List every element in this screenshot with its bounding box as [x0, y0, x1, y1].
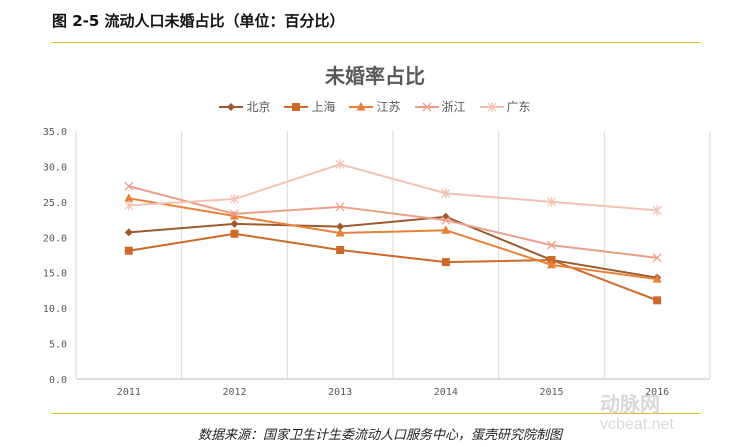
- legend-swatch: [414, 102, 439, 111]
- x-tick-label: 2012: [222, 387, 246, 398]
- data-point: [441, 258, 450, 267]
- source-note: 数据来源：国家卫生计生委流动人口服务中心，蛋壳研究院制图: [198, 428, 563, 443]
- data-point: [335, 228, 345, 237]
- data-point: [124, 228, 133, 237]
- chart-title: 未婚率占比: [325, 64, 425, 88]
- data-point: [652, 253, 662, 263]
- data-point: [230, 219, 239, 228]
- y-tick-label: 15.0: [43, 269, 67, 280]
- watermark-site: vcbeat.net: [600, 416, 674, 433]
- data-point: [652, 274, 662, 283]
- legend-item: 江苏: [349, 98, 401, 115]
- y-tick-label: 20.0: [43, 233, 67, 244]
- data-point: [124, 246, 133, 255]
- legend-label: 浙江: [441, 100, 466, 114]
- x-tick-label: 2013: [328, 387, 352, 398]
- legend-item: 浙江: [414, 98, 466, 115]
- bottom-divider: [52, 413, 700, 414]
- legend-swatch: [284, 102, 309, 111]
- legend-label: 广东: [506, 100, 531, 114]
- legend-label: 上海: [311, 100, 336, 114]
- legend-marker: [227, 102, 236, 111]
- data-point: [335, 159, 345, 170]
- x-tick-label: 2016: [645, 387, 669, 398]
- y-tick-label: 0.0: [49, 375, 67, 386]
- x-tick-label: 2015: [539, 387, 563, 398]
- data-point: [547, 240, 556, 250]
- data-point: [124, 200, 134, 211]
- y-tick-label: 30.0: [43, 162, 67, 173]
- data-point: [230, 211, 239, 220]
- legend-label: 北京: [246, 100, 271, 114]
- y-tick-label: 35.0: [43, 127, 67, 138]
- x-tick-label: 2014: [434, 387, 458, 398]
- data-point: [230, 229, 239, 238]
- figure-title: 图 2-5 流动人口未婚占比（单位：百分比）: [52, 12, 345, 30]
- data-point: [335, 202, 345, 212]
- watermark-brand: 动脉网: [600, 394, 660, 416]
- data-point: [441, 188, 451, 199]
- data-point: [230, 209, 239, 219]
- data-point: [336, 246, 345, 255]
- series-line-浙江: [128, 185, 658, 259]
- series-line-北京: [128, 215, 658, 279]
- series-line-江苏: [128, 197, 658, 281]
- legend-item: 上海: [284, 98, 335, 115]
- data-point: [547, 259, 556, 269]
- data-point: [124, 181, 134, 191]
- legend-marker: [422, 102, 431, 111]
- legend-marker: [292, 102, 301, 111]
- data-point: [653, 296, 662, 305]
- legend-item: 北京: [219, 98, 270, 115]
- chart-legend: 北京 上海 江苏 浙江 广东: [0, 98, 750, 115]
- data-point: [547, 196, 556, 207]
- series-line-广东: [128, 163, 658, 212]
- y-tick-label: 5.0: [49, 340, 67, 351]
- data-point: [124, 193, 134, 202]
- data-point: [336, 222, 345, 231]
- watermark-logo: 动脉网 vcbeat.net: [600, 395, 674, 435]
- y-tick-label: 25.0: [43, 198, 67, 209]
- legend-marker: [487, 101, 496, 112]
- legend-swatch: [219, 102, 244, 111]
- top-divider: [52, 42, 700, 43]
- x-tick-label: 2011: [117, 387, 141, 398]
- data-point: [652, 205, 662, 216]
- legend-marker: [356, 101, 366, 110]
- legend-item: 广东: [479, 98, 531, 115]
- legend-swatch: [479, 101, 504, 112]
- y-tick-label: 10.0: [43, 304, 67, 315]
- legend-label: 江苏: [376, 100, 401, 114]
- data-point: [230, 194, 239, 205]
- data-point: [441, 215, 451, 225]
- data-point: [441, 225, 451, 234]
- legend-swatch: [349, 101, 374, 110]
